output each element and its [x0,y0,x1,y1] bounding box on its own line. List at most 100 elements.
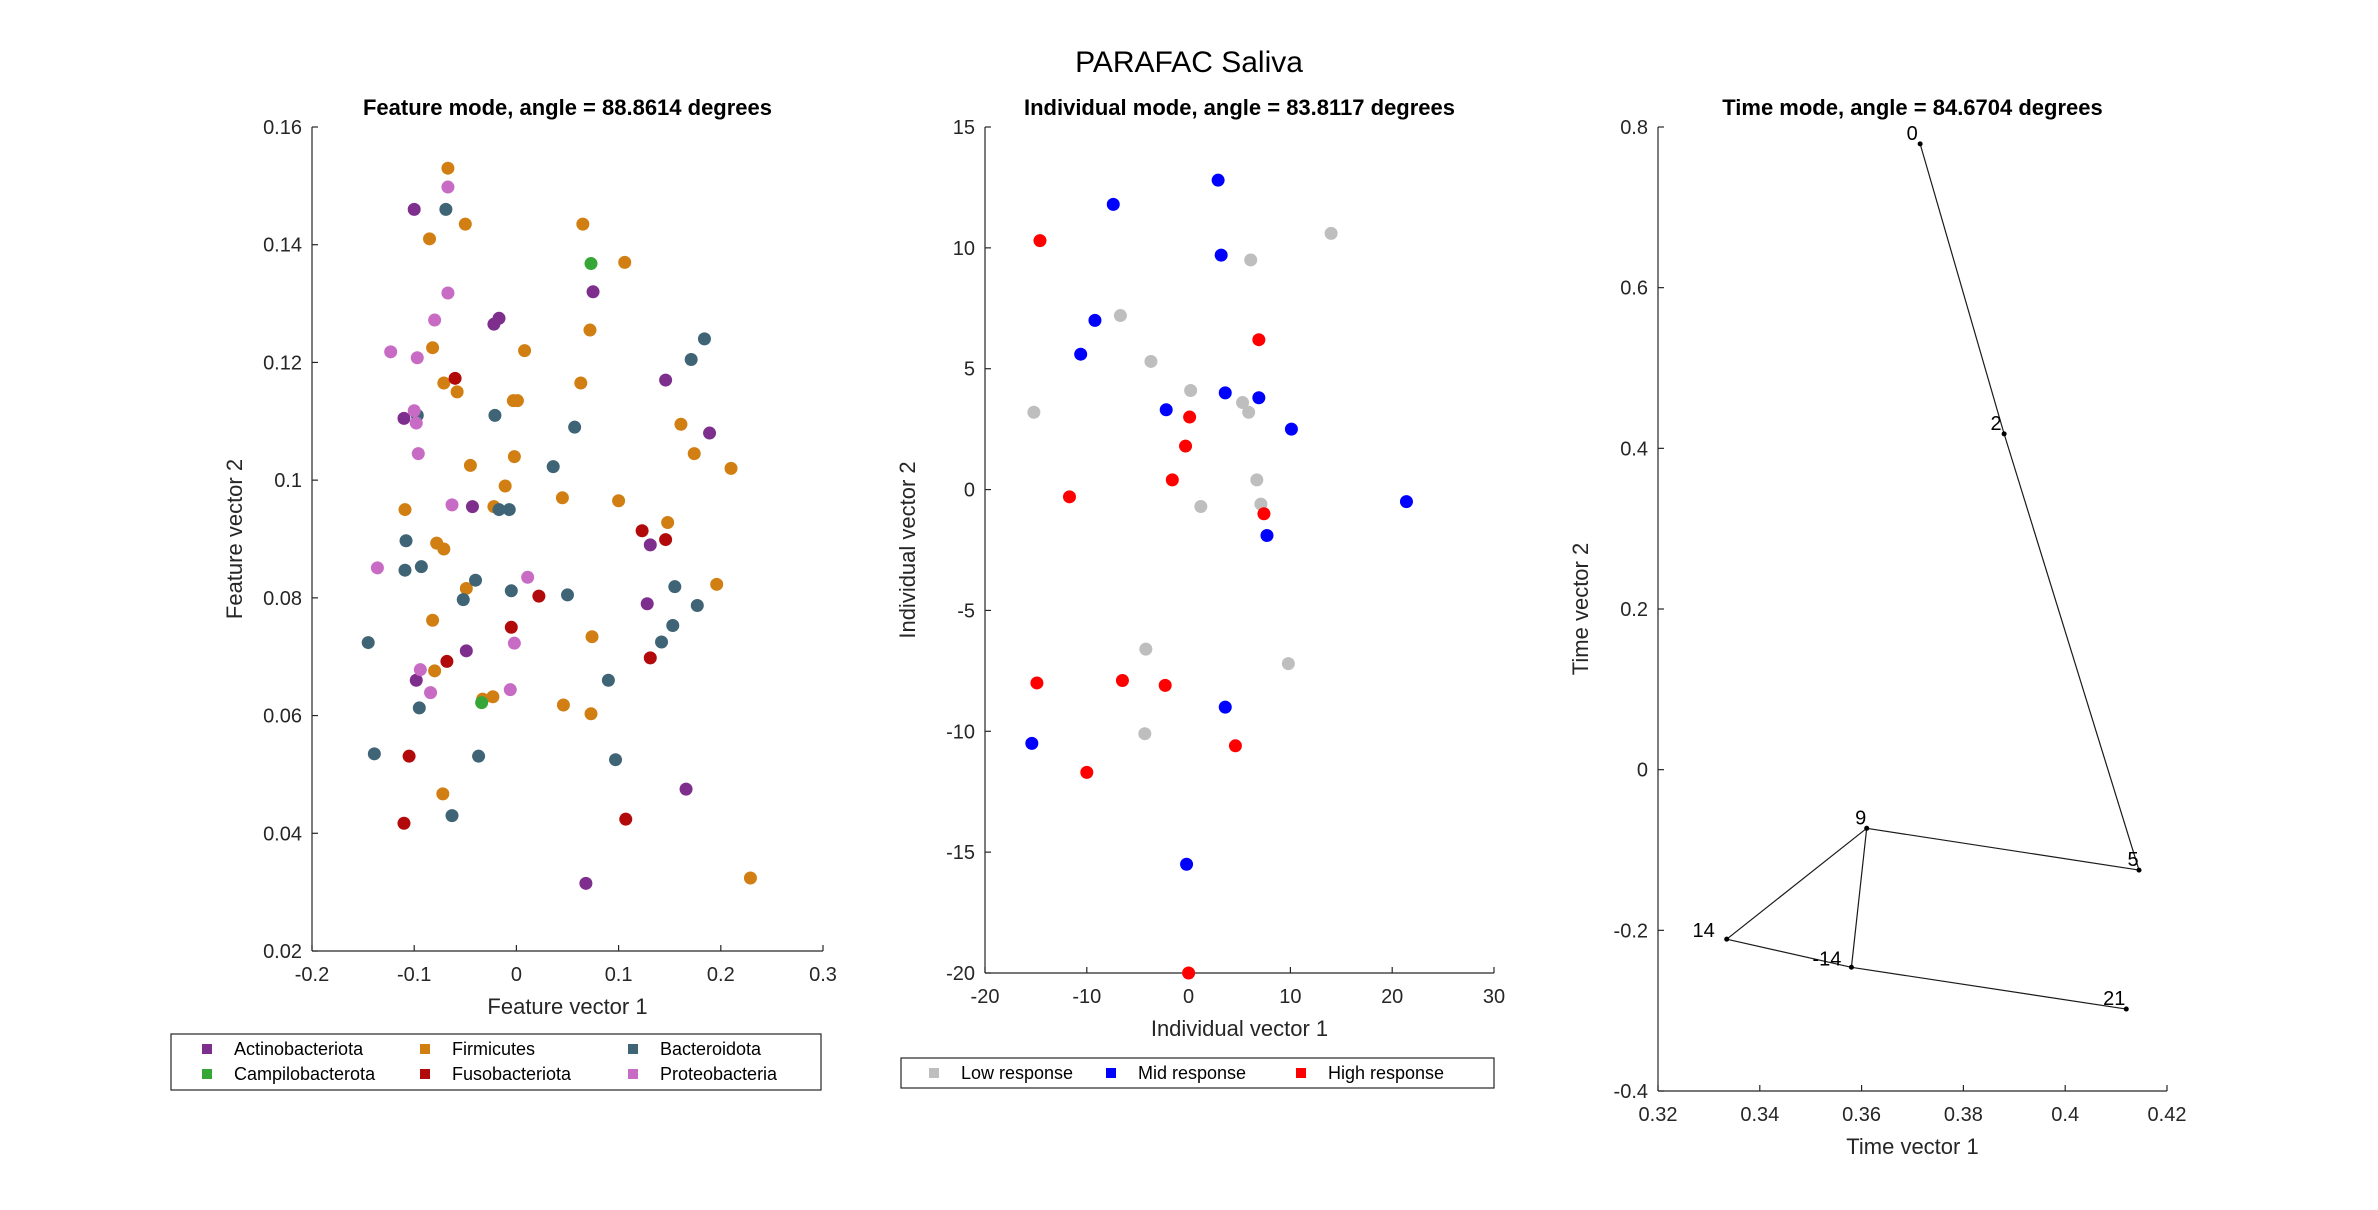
data-point-bacteroidota [546,460,560,474]
data-point-mid-response [1284,422,1298,436]
time-point [2001,431,2007,437]
legend-box [170,1033,822,1091]
y-tick-label: 0.04 [263,823,302,845]
data-point-actinobacteriota [492,311,506,325]
data-point-firmicutes [674,417,688,431]
x-tick-label: 0.38 [1944,1104,1983,1126]
data-point-firmicutes [441,161,455,175]
y-tick-label: 0 [1637,760,1648,782]
y-tick-label: 0.08 [263,588,302,610]
data-point-low-response [1236,396,1250,410]
data-point-proteobacteria [410,351,424,365]
legend-label: High response [1328,1063,1444,1083]
data-point-bacteroidota [561,588,574,602]
chart-panel-2: -20 -10 0 10 20 30 -20 -15 -10 -5 0 5 10 15 Individual… [895,95,1505,1089]
data-point-proteobacteria [424,686,438,700]
data-point-campilobacterota [584,257,598,271]
y-tick-label: 15 [953,117,975,139]
data-point-actinobacteriota [459,644,473,658]
data-point-bacteroidota [399,534,413,548]
data-point-proteobacteria [441,286,455,300]
data-point-high-response [1252,333,1266,347]
data-point-proteobacteria [407,404,421,418]
data-point-campilobacterota [475,696,489,710]
data-point-firmicutes [506,394,520,408]
data-point-low-response [1242,405,1256,419]
chart-panel-1: -0.2 -0.1 0 0.1 0.2 0.3 0.02 0.04 0.06 0.08 0.1 0.1… [170,95,837,1091]
x-tick-label: -0.2 [295,964,329,986]
data-point-bacteroidota [472,749,486,763]
scatter-points [361,161,757,890]
time-point [1848,964,1854,970]
data-point-low-response [1113,309,1127,323]
legend-label: Campilobacterota [234,1064,376,1084]
data-point-bacteroidota [456,593,470,607]
data-point-mid-response [1074,347,1088,361]
x-tick-label: 0.42 [2148,1104,2187,1126]
data-point-low-response [1138,727,1152,741]
time-point-label: -14 [1813,948,1842,970]
data-point-proteobacteria [413,663,427,677]
legend-marker [202,1069,212,1079]
data-point-actinobacteriota [679,782,693,796]
data-point-actinobacteriota [640,597,654,611]
data-point-firmicutes [556,698,570,712]
data-point-firmicutes [463,458,477,472]
x-tick-label: 0 [1183,986,1194,1008]
data-point-bacteroidota [666,619,680,633]
legend-box [900,1057,1495,1089]
data-point-bacteroidota [488,408,502,422]
y-tick-label: 0.2 [1620,599,1648,621]
data-point-bacteroidota [492,503,506,517]
time-points: 0 2 5 9 14 -14 21 [1692,123,2142,1012]
data-point-firmicutes [584,707,598,721]
data-point-firmicutes [486,690,500,704]
data-point-firmicutes [743,871,757,885]
data-point-firmicutes [428,664,442,678]
data-point-actinobacteriota [586,285,600,299]
y-axis-label: Individual vector 2 [895,461,920,638]
data-point-low-response [1027,405,1041,419]
data-point-bacteroidota [439,202,453,216]
y-tick-label: 0 [964,480,975,502]
data-point-low-response [1281,657,1295,671]
data-point-firmicutes [574,376,588,390]
x-tick-label: 0 [511,964,522,986]
data-point-bacteroidota [445,809,459,823]
data-point-firmicutes [398,503,412,517]
data-point-fusobacteriota [635,524,649,538]
x-axis-label: Feature vector 1 [487,994,647,1019]
data-point-bacteroidota [601,673,615,687]
data-point-bacteroidota [398,563,412,577]
data-point-high-response [1115,674,1129,688]
data-point-high-response [1030,676,1044,690]
data-point-mid-response [1106,197,1120,211]
data-point-fusobacteriota [659,533,673,547]
x-tick-label: 20 [1381,986,1403,1008]
data-point-firmicutes [612,494,626,508]
data-point-bacteroidota [697,332,711,346]
data-point-proteobacteria [441,180,455,194]
time-point [1917,141,1923,147]
data-point-firmicutes [618,255,632,269]
y-tick-label: -0.4 [1614,1081,1648,1103]
x-tick-label: 0.2 [707,964,735,986]
data-point-firmicutes [661,516,675,530]
y-tick-label: -10 [946,721,975,743]
legend: Actinobacteriota Firmicutes Bacteroidota Ca… [170,1033,822,1091]
data-point-firmicutes [576,217,590,231]
time-point-label: 14 [1692,920,1714,942]
legend-marker [628,1044,638,1054]
data-point-proteobacteria [428,313,442,327]
data-point-bacteroidota [655,635,669,649]
data-point-firmicutes [585,630,599,644]
time-point-label: 0 [1907,123,1918,145]
data-point-bacteroidota [414,560,428,574]
x-tick-label: -10 [1072,986,1101,1008]
time-point-label: 9 [1855,807,1866,829]
data-point-mid-response [1252,391,1266,405]
data-point-fusobacteriota [504,620,518,634]
data-point-actinobacteriota [397,411,411,425]
edges [1726,143,2140,1010]
data-point-actinobacteriota [703,426,717,440]
